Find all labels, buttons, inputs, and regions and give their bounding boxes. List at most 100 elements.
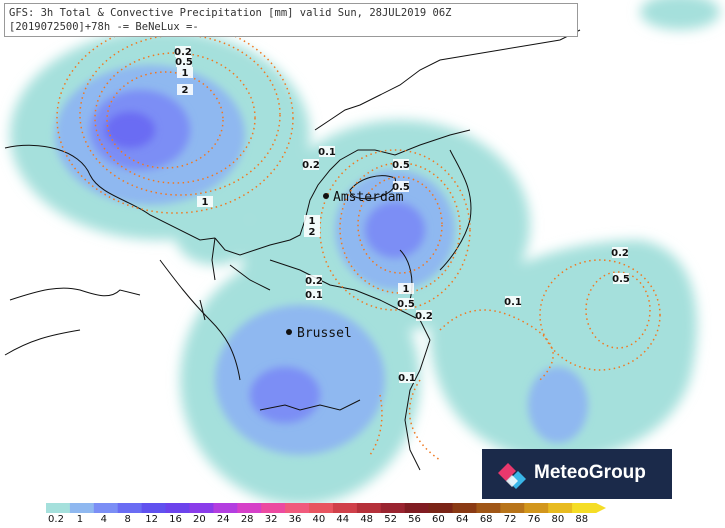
colorbar-segment (46, 503, 71, 513)
contour-label-bg (197, 196, 213, 207)
colorbar-tick-label: 12 (145, 514, 158, 525)
contour-label: 1 (182, 68, 189, 79)
contour-label-bg (176, 56, 192, 67)
lake-ijsselmeer (349, 175, 397, 200)
colorbar-tick-label: 88 (575, 514, 589, 525)
colorbar-tick-label: 4 (100, 514, 107, 525)
contour-label-bg (177, 84, 193, 95)
map-header: GFS: 3h Total & Convective Precipitation… (4, 3, 578, 37)
colorbar-segment (69, 503, 95, 513)
colorbar-segment (332, 503, 358, 513)
contour-label: 0.2 (415, 311, 433, 322)
colorbar-tick-label: 32 (264, 514, 278, 525)
colorbar-tick-label: 76 (527, 514, 541, 525)
contour-label-bg (416, 310, 432, 321)
city-brussel-label: Brussel (297, 326, 352, 341)
colorbar-tick-label: 24 (216, 514, 230, 525)
contour-label-bg (177, 67, 193, 78)
contour-label: 1 (202, 197, 209, 208)
colorbar-segment (404, 503, 430, 513)
colorbar-segment (500, 503, 525, 513)
colorbar-segment (165, 503, 190, 513)
colorbar-tick-label: 0.2 (48, 514, 64, 525)
contour-label: 0.2 (611, 248, 629, 259)
colorbar-tick-label: 16 (169, 514, 182, 525)
contour-label-bg (393, 159, 409, 170)
colorbar-tick-label: 1 (76, 514, 84, 525)
colorbar-tick-label: 64 (455, 514, 469, 525)
colorbar-tick-label: 20 (193, 514, 206, 525)
colorbar (46, 503, 606, 513)
colorbar-tick-label: 80 (551, 514, 565, 525)
colorbar-segment (428, 503, 454, 513)
colorbar-segment (189, 503, 214, 513)
meteogroup-logo: MeteoGroup (482, 449, 672, 499)
isohyet-contours (56, 22, 661, 461)
header-title: GFS: 3h Total & Convective Precipitation… (9, 7, 452, 19)
contour-label-bg (612, 247, 628, 258)
colorbar-segment (356, 503, 382, 513)
coastlines (4, 29, 581, 356)
contour-label-bg (399, 372, 415, 383)
colorbar-tick-label: 72 (503, 514, 517, 525)
contour-label-bg (613, 273, 629, 284)
contour-label-bg (306, 275, 322, 286)
contour-label-bg (303, 159, 319, 170)
header-run-info: [2019072500]+78h -= BeNeLux =- (9, 21, 199, 33)
colorbar-tick-label: 68 (479, 514, 493, 525)
colorbar-segment (524, 503, 549, 513)
colorbar-segment (141, 503, 167, 513)
contour-labels: 0.20.5120.10.210.50.5120.20.110.50.20.10… (174, 46, 630, 384)
contour-label: 0.5 (175, 57, 193, 68)
colorbar-tick-label: 8 (124, 514, 131, 525)
meteogroup-logo-icon (498, 463, 526, 489)
contour-label: 0.5 (612, 274, 630, 285)
contour-label-bg (304, 215, 320, 226)
city-amsterdam: Amsterdam (323, 190, 404, 205)
contour-label: 0.1 (305, 290, 323, 301)
colorbar-tick-label: 56 (408, 514, 421, 525)
city-amsterdam-label: Amsterdam (333, 190, 404, 205)
city-amsterdam-marker (323, 193, 329, 199)
colorbar-segment (93, 503, 119, 513)
colorbar-segment (237, 503, 262, 513)
colorbar-tick-label: 48 (360, 514, 374, 525)
contour-label: 0.2 (302, 160, 320, 171)
contour-label-bg (304, 226, 320, 237)
colorbar-segment (213, 503, 238, 513)
meteogroup-logo-text: MeteoGroup (534, 462, 646, 483)
colorbar-segment (572, 503, 597, 513)
colorbar-tick-label: 36 (288, 514, 302, 525)
city-brussel: Brussel (286, 326, 352, 341)
colorbar-segment (285, 503, 310, 513)
contour-label-bg (505, 296, 521, 307)
contour-label: 2 (309, 227, 316, 238)
colorbar-segment (261, 503, 286, 513)
colorbar-segment (476, 503, 501, 513)
contour-label: 0.5 (392, 160, 410, 171)
contour-label: 0.5 (397, 299, 415, 310)
contour-label-bg (398, 298, 414, 309)
colorbar-tick-label: 28 (240, 514, 254, 525)
contour-label: 0.1 (318, 147, 336, 158)
contour-label: 1 (309, 216, 316, 227)
colorbar-labels: 0.2 1 4 8 12 16 20 24 28 32 36 40 44 48 52 56 60 64 68 72 76… (0, 514, 725, 528)
colorbar-segment (548, 503, 573, 513)
contour-label: 0.2 (174, 47, 192, 58)
colorbar-tick-label: 44 (336, 514, 350, 525)
city-brussel-marker (286, 329, 292, 335)
contour-label-bg (306, 289, 322, 300)
contour-label: 2 (182, 85, 189, 96)
colorbar-segment (117, 503, 143, 513)
contour-label-bg (393, 181, 409, 192)
contour-label-bg (319, 146, 335, 157)
contour-label: 0.2 (305, 276, 323, 287)
contour-label-bg (398, 283, 414, 294)
contour-label: 1 (403, 284, 410, 295)
precip-peak-area (105, 112, 155, 148)
colorbar-tick-label: 40 (312, 514, 326, 525)
contour-label: 0.1 (504, 297, 522, 308)
colorbar-end-arrow (596, 503, 606, 513)
colorbar-tick-label: 52 (384, 514, 397, 525)
colorbar-segment (309, 503, 334, 513)
